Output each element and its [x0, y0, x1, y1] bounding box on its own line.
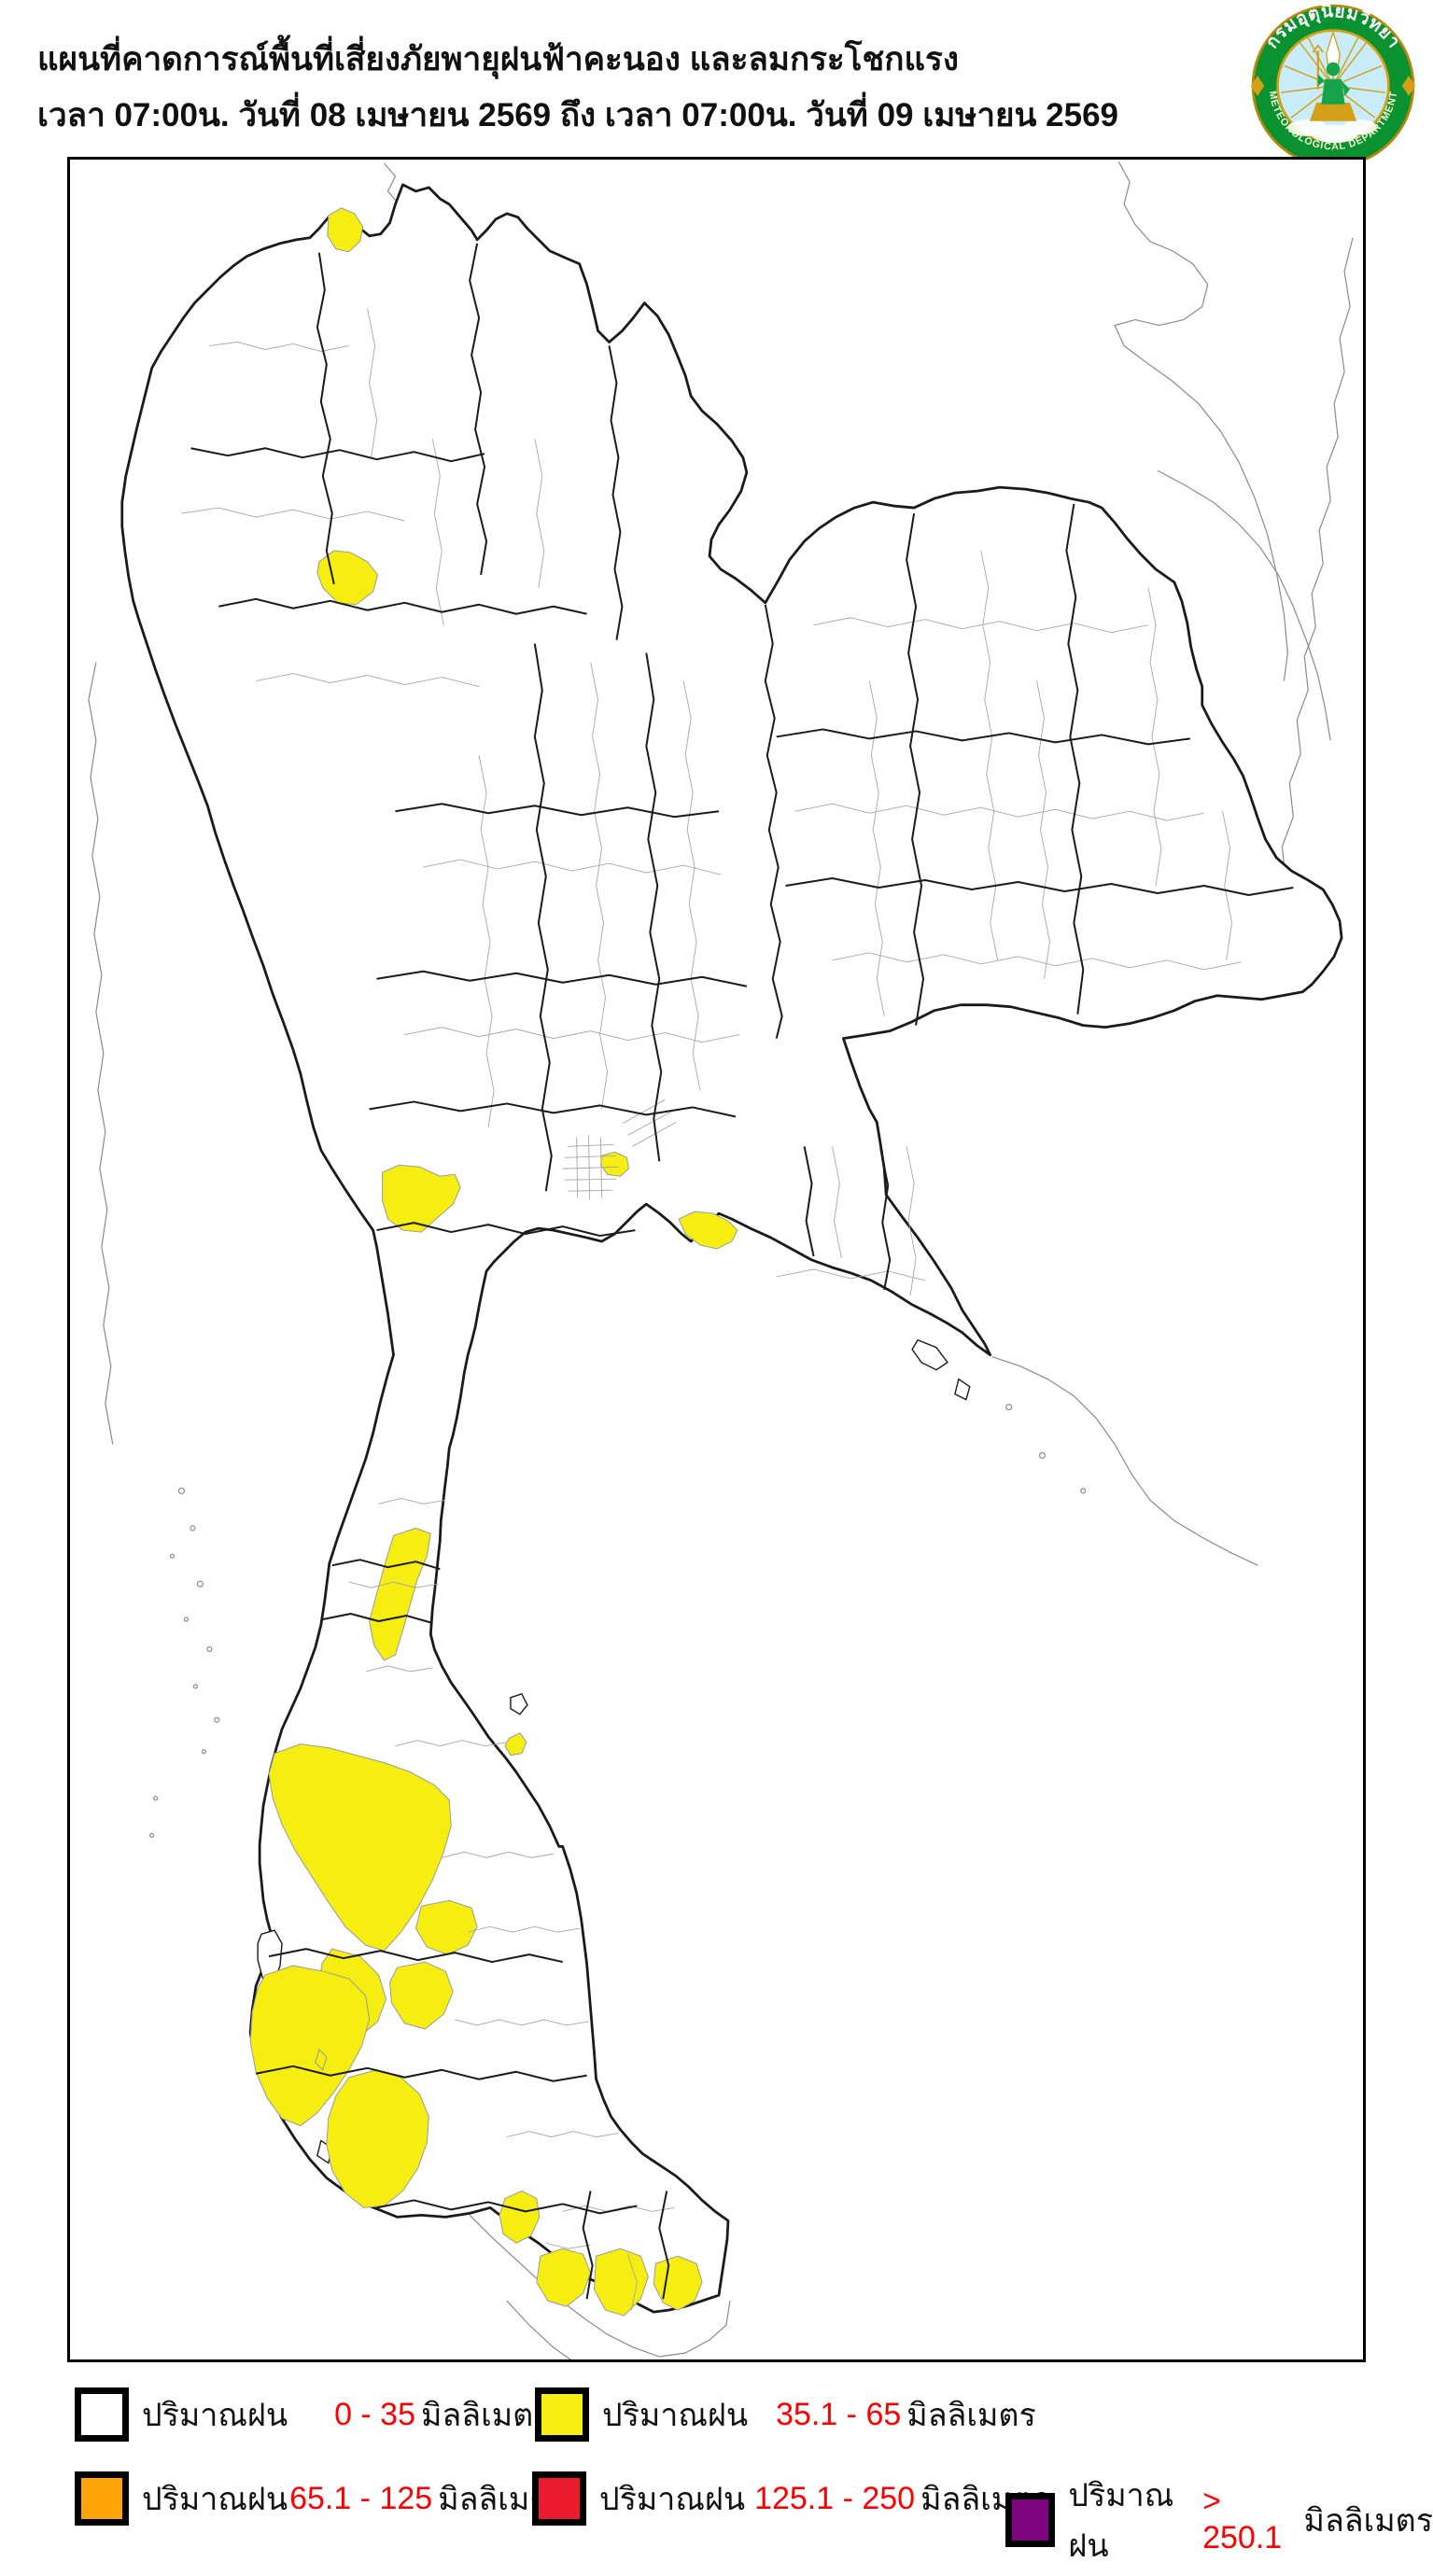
legend-item-0-35: ปริมาณฝน 0 - 35 มิลลิเมตร [75, 2387, 550, 2442]
highlighted-district [326, 2069, 429, 2208]
legend-unit: มิลลิเมตร [1303, 2503, 1433, 2539]
highlighted-district [315, 2048, 328, 2071]
page-title: แผนที่คาดการณ์พื้นที่เสี่ยงภัยพายุฝนฟ้าค… [37, 41, 959, 77]
ring-diamond-icons [1250, 76, 1416, 96]
legend-unit: มิลลิเมตร [920, 2482, 1050, 2517]
legend-range: > 250.1 [1202, 2484, 1283, 2555]
highlighted-district [594, 2247, 649, 2317]
highlighted-district [600, 1151, 629, 1177]
tmd-seal-icon: กรมอุตุนิยมวิทยา METEOROLOGICAL DEPARTME… [1250, 2, 1416, 168]
legend-range: 125.1 - 250 [754, 2480, 916, 2516]
page-subtitle-datetime: เวลา 07:00น. วันที่ 08 เมษายน 2569 ถึง เ… [37, 97, 1119, 133]
highlighted-district [316, 550, 379, 606]
legend-swatch-red [532, 2471, 586, 2526]
district-boundaries [181, 308, 1242, 2311]
legend-label: ปริมาณฝน [602, 2398, 749, 2433]
highlighted-district [327, 207, 364, 253]
legend-swatch-yellow [535, 2387, 589, 2442]
legend-label: ปริมาณฝน [1068, 2478, 1174, 2564]
province-boundaries [190, 243, 1294, 2300]
legend-item-65-125: ปริมาณฝน 65.1 - 125 มิลลิเมตร [75, 2471, 568, 2526]
highlighted-district [389, 1961, 454, 2030]
legend-item-over-250: ปริมาณฝน > 250.1 มิลลิเมตร [1005, 2470, 1433, 2570]
highlighted-districts [249, 207, 738, 2317]
legend-swatch-purple [1005, 2493, 1056, 2547]
highlighted-district [653, 2255, 703, 2311]
tmd-logo: กรมอุตุนิยมวิทยา METEOROLOGICAL DEPARTME… [1249, 2, 1417, 170]
legend-unit: มิลลิเมตร [438, 2482, 568, 2517]
legend-swatch-orange [75, 2471, 129, 2526]
country-border [120, 183, 1343, 2314]
map-frame [67, 157, 1366, 2362]
clouds-icon [1287, 119, 1377, 144]
highlighted-district [414, 1899, 478, 1955]
legend-label: ปริมาณฝน [599, 2482, 746, 2517]
legend-label: ปริมาณฝน [142, 2398, 288, 2433]
legend-range: 65.1 - 125 [289, 2480, 433, 2516]
neighbor-country-boundaries [88, 161, 1354, 2359]
legend-label: ปริมาณฝน [142, 2482, 288, 2517]
highlighted-district [249, 1965, 371, 2127]
highlighted-district [678, 1211, 738, 1250]
thailand-risk-map [88, 161, 1354, 2359]
legend-range: 35.1 - 65 [776, 2396, 902, 2432]
highlighted-district [499, 2190, 541, 2244]
legend-swatch-white [75, 2387, 129, 2442]
deity-figure-icon [1309, 30, 1357, 121]
highlighted-district [382, 1164, 461, 1233]
highlighted-district [268, 1743, 452, 1952]
legend-item-125-250: ปริมาณฝน 125.1 - 250 มิลลิเมตร [532, 2471, 1050, 2526]
legend-unit: มิลลิเมตร [906, 2398, 1036, 2433]
highlighted-district [536, 2247, 592, 2307]
highlighted-district [504, 1732, 527, 1757]
legend-range: 0 - 35 [334, 2396, 416, 2432]
legend-unit: มิลลิเมตร [421, 2398, 551, 2433]
legend-item-35-65: ปริมาณฝน 35.1 - 65 มิลลิเมตร [535, 2387, 1036, 2442]
